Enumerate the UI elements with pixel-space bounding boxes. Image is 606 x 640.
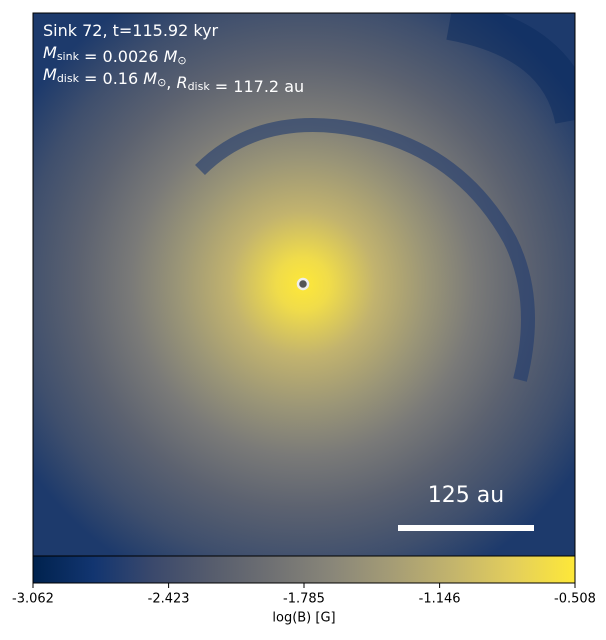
annotation-part: , [166, 73, 176, 92]
annotation-part: = 117.2 au [210, 77, 304, 96]
colorbar-tick-label: -2.423 [148, 592, 190, 607]
subscript: ⊙ [177, 54, 186, 67]
annotation-part: M [43, 43, 57, 62]
annotation: Mdisk = 0.16 M⊙, Rdisk = 117.2 au [43, 65, 304, 96]
subscript: disk [188, 80, 211, 93]
colorbar-tick-label: -3.062 [12, 592, 54, 607]
colorbar-tick-label: -0.508 [554, 592, 596, 607]
annotation-part: M [143, 69, 157, 88]
annotation-part: Sink 72, t=115.92 kyr [43, 21, 219, 40]
subscript: ⊙ [157, 76, 166, 89]
subscript: disk [57, 72, 80, 85]
annotation: Sink 72, t=115.92 kyr [43, 21, 219, 40]
annotation-part: = 0.16 [79, 69, 143, 88]
scale-bar-label: 125 au [428, 483, 504, 508]
colorbar [32, 555, 576, 584]
sink-marker [296, 277, 310, 291]
colorbar-label: log(B) [G] [272, 611, 335, 626]
annotation-part: M [164, 47, 178, 66]
annotation-part: = 0.0026 [79, 47, 164, 66]
colorbar-tick-label: -1.785 [283, 592, 325, 607]
subscript: sink [57, 50, 80, 63]
annotation-part: R [176, 73, 187, 92]
annotation-part: M [43, 65, 57, 84]
annotation: Msink = 0.0026 M⊙ [43, 43, 187, 68]
colorbar-tick-label: -1.146 [419, 592, 461, 607]
scale-bar [398, 525, 534, 531]
